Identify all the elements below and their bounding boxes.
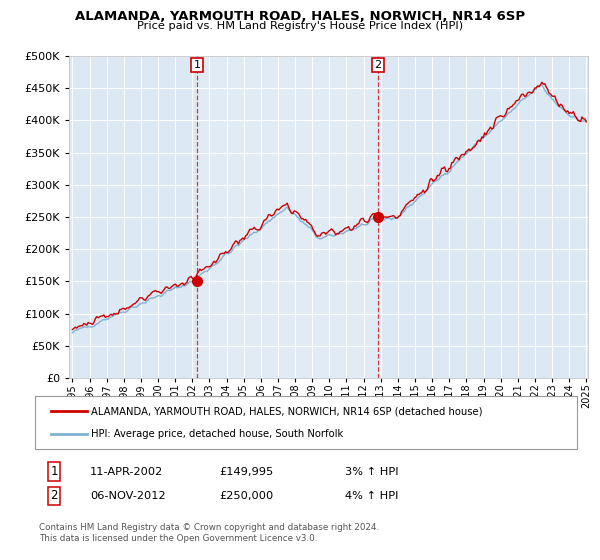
Text: £250,000: £250,000 — [219, 491, 273, 501]
Text: 1: 1 — [194, 60, 200, 70]
Text: 11-APR-2002: 11-APR-2002 — [90, 466, 163, 477]
Text: £149,995: £149,995 — [219, 466, 273, 477]
Text: 4% ↑ HPI: 4% ↑ HPI — [345, 491, 398, 501]
Text: 06-NOV-2012: 06-NOV-2012 — [90, 491, 166, 501]
Text: ALAMANDA, YARMOUTH ROAD, HALES, NORWICH, NR14 6SP: ALAMANDA, YARMOUTH ROAD, HALES, NORWICH,… — [75, 10, 525, 23]
Text: 2: 2 — [50, 489, 58, 502]
Text: HPI: Average price, detached house, South Norfolk: HPI: Average price, detached house, Sout… — [91, 430, 343, 440]
Text: 1: 1 — [50, 465, 58, 478]
Bar — [197, 56, 378, 378]
Text: This data is licensed under the Open Government Licence v3.0.: This data is licensed under the Open Gov… — [39, 534, 317, 543]
Text: Price paid vs. HM Land Registry's House Price Index (HPI): Price paid vs. HM Land Registry's House … — [137, 21, 463, 31]
Text: Contains HM Land Registry data © Crown copyright and database right 2024.: Contains HM Land Registry data © Crown c… — [39, 523, 379, 532]
Text: ALAMANDA, YARMOUTH ROAD, HALES, NORWICH, NR14 6SP (detached house): ALAMANDA, YARMOUTH ROAD, HALES, NORWICH,… — [91, 406, 482, 416]
Text: 2: 2 — [374, 60, 382, 70]
Text: 3% ↑ HPI: 3% ↑ HPI — [345, 466, 398, 477]
